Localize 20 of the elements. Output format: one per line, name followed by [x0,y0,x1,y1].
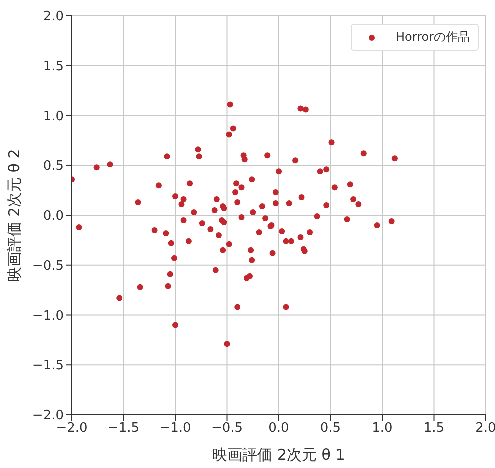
y-tick-label: 2.0 [43,10,64,25]
y-tick-label: 0.0 [43,209,64,224]
y-tick-label: −2.0 [32,408,64,424]
y-axis-title: 映画評価 2次元 θ 2 [5,149,24,282]
x-tick-label: −1.5 [108,421,140,436]
x-tick-label: 0.5 [320,421,342,436]
y-tick-label: 0.5 [43,159,64,174]
y-tick-label: −1.0 [32,308,64,324]
x-tick-label: 1.0 [372,421,393,436]
x-tick-label: 1.5 [424,421,445,436]
x-tick-label: −1.0 [160,421,192,436]
y-tick-label: −1.5 [32,358,64,374]
y-tick-label: 1.0 [43,109,64,124]
x-axis-title: 映画評価 2次元 θ 1 [212,446,346,464]
x-tick-label: 0.0 [268,421,290,436]
x-tick-label: −0.5 [211,421,244,436]
y-tick-label: −0.5 [32,258,64,274]
legend-label: Horrorの作品 [396,29,470,46]
y-tick-label: 1.5 [43,59,64,74]
x-tick-label: −2.0 [56,421,88,436]
